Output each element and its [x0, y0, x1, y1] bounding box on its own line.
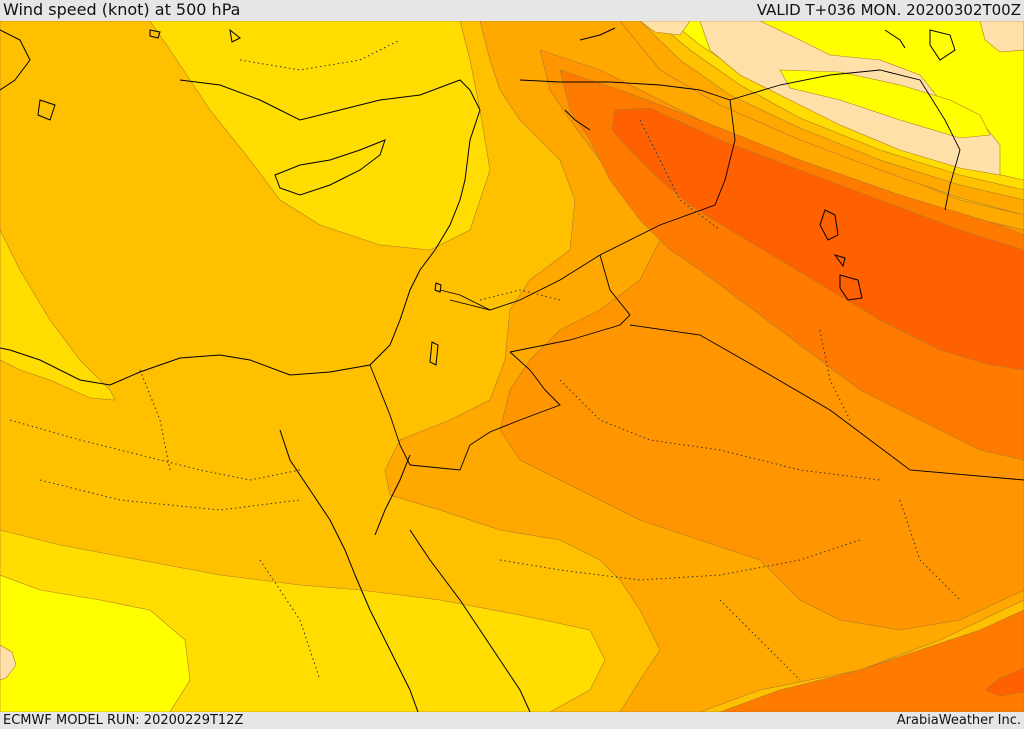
contour-pale-top-left: [639, 21, 691, 36]
valid-time: VALID T+036 MON. 20200302T00Z: [756, 1, 1021, 19]
country-borders: [369, 69, 1024, 481]
contour-gold-north: [149, 21, 491, 251]
dead-sea-outline: [429, 341, 439, 366]
coastlines: [0, 27, 956, 712]
contour-yellow-inner-northeast: [779, 69, 991, 139]
footer-bar: ECMWF MODEL RUN: 20200229T12Z ArabiaWeat…: [0, 712, 1024, 729]
contour-pale-southwest: [0, 644, 17, 681]
header-bar: Wind speed (knot) at 500 hPa VALID T+036…: [0, 0, 1024, 21]
cyprus-outline: [274, 139, 386, 196]
contour-yellow-southwest: [0, 574, 191, 712]
contour-gold-west: [0, 229, 116, 401]
credit-label: ArabiaWeather Inc.: [896, 713, 1021, 728]
model-run-label: ECMWF MODEL RUN: 20200229T12Z: [3, 713, 244, 728]
contour-orange-dark-southeast: [719, 609, 1024, 712]
province-boundaries: [9, 39, 961, 681]
contour-red-orange-core: [611, 107, 1024, 371]
map-title: Wind speed (knot) at 500 hPa: [3, 0, 241, 19]
contour-red-orange-southeast: [984, 667, 1024, 697]
contour-pale-top-right: [979, 21, 1024, 53]
wind-speed-map: [0, 21, 1024, 712]
